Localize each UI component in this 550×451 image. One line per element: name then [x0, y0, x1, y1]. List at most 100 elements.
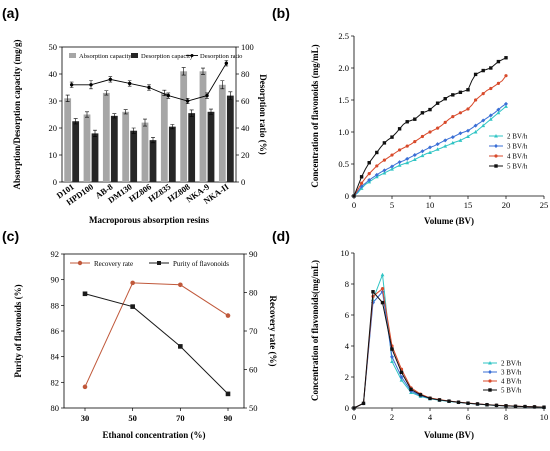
c-ytick-label: 82 — [51, 377, 60, 387]
b-series-point-3 — [481, 68, 485, 73]
a-bar-absorption — [122, 111, 130, 182]
d-ytick-label: 8 — [345, 279, 349, 289]
d-xtick-label: 0 — [352, 412, 356, 422]
b-ytick-label: 0 — [345, 191, 349, 201]
b-series-point-1 — [367, 178, 372, 182]
b-legend-marker-3 — [494, 164, 498, 168]
b-series-point-1 — [504, 101, 508, 106]
a-error-bar — [201, 67, 205, 75]
a-error-bar — [228, 91, 233, 100]
a-error-bar — [143, 118, 147, 127]
d-series-point-3 — [542, 405, 546, 409]
b-series-point-3 — [443, 97, 447, 101]
b-xtick-label: 15 — [464, 200, 473, 210]
b-ytick-label: 1.0 — [338, 127, 349, 137]
a-plot-frame — [61, 46, 237, 183]
b-series-point-1 — [412, 153, 417, 158]
a-ratio-point — [166, 93, 171, 98]
b-series-point-3 — [473, 72, 478, 77]
b-ytick-label: 2.0 — [338, 63, 349, 73]
b-series-point-1 — [473, 123, 478, 128]
a-bar-absorption — [218, 84, 226, 182]
a-bar-absorption — [141, 122, 149, 182]
d-series-point-0 — [399, 378, 404, 382]
c-purity-point — [82, 291, 88, 297]
a-bar-desorption — [91, 133, 99, 182]
d-legend-marker-3 — [488, 388, 492, 392]
b-series-point-2 — [474, 98, 478, 102]
b-series-point-1 — [420, 149, 425, 154]
a-error-bar — [170, 124, 175, 130]
d-series-point-3 — [456, 400, 461, 404]
a-ratio-point — [147, 85, 151, 90]
d-legend-label-0: 2 BV/h — [501, 360, 522, 368]
b-series-point-3 — [405, 120, 409, 124]
a-ytick-label: 20 — [49, 123, 58, 133]
b-series-point-0 — [473, 130, 478, 134]
b-series-point-2 — [413, 140, 417, 144]
d-series-point-0 — [380, 272, 385, 277]
b-series-point-2 — [466, 107, 470, 111]
b-series-point-2 — [496, 81, 500, 85]
b-series-point-1 — [382, 168, 387, 173]
b-series-point-2 — [436, 126, 440, 130]
d-ytick-label: 0 — [345, 403, 349, 413]
a-ytick-label: 40 — [49, 69, 58, 79]
b-series-point-0 — [496, 110, 501, 115]
a-y2tick-label: 20 — [241, 150, 250, 160]
d-series-point-3 — [399, 370, 404, 375]
d-series-point-3 — [466, 401, 470, 405]
b-series-point-1 — [443, 138, 448, 143]
a-ratio-point — [89, 83, 93, 87]
b-series-point-0 — [481, 123, 486, 128]
a-ytick-label: 0 — [53, 177, 57, 187]
a-bar-desorption — [149, 140, 157, 182]
a-error-bar — [112, 113, 117, 119]
a-ratio-point — [69, 83, 74, 87]
a-error-bar — [151, 137, 155, 144]
chart-c-ethanol: 80 82 84 86 88 90 92 50 60 70 80 90 30 50 70 90 Recovery… — [13, 249, 278, 440]
b-legend-label-2: 4 BV/h — [507, 153, 528, 161]
d-series-point-1 — [390, 354, 394, 359]
d-legend-label-2: 4 BV/h — [501, 378, 522, 386]
a-ytick-label: 30 — [49, 96, 58, 106]
d-xtick-label: 2 — [390, 412, 394, 422]
a-error-bar — [220, 80, 225, 90]
c-y-axis-title: Purity of flavonoids (%) — [13, 284, 23, 377]
b-series-point-3 — [496, 59, 501, 64]
a-error-bar — [73, 118, 78, 125]
b-xtick-label: 25 — [540, 200, 549, 210]
b-series-point-2 — [405, 144, 409, 148]
d-series-point-3 — [447, 399, 451, 403]
d-series-point-3 — [485, 403, 489, 407]
b-legend-label-0: 2 BV/h — [507, 133, 528, 141]
b-series-point-2 — [382, 158, 386, 162]
b-y-axis-title: Concentration of flavonoids (mg/mL) — [310, 44, 320, 187]
c-plot-frame — [63, 253, 245, 409]
c-y2tick-label: 50 — [249, 403, 258, 413]
c-ytick-label: 90 — [51, 275, 60, 285]
d-series-point-3 — [418, 393, 423, 397]
b-series-point-1 — [496, 107, 501, 112]
c-xtick-label: 70 — [176, 413, 185, 423]
c-ytick-label: 80 — [51, 403, 60, 413]
a-bar-desorption — [226, 95, 234, 182]
c-legend-marker-purity — [157, 261, 161, 265]
a-legend-swatch-absorption — [69, 53, 76, 58]
b-series-point-2 — [504, 74, 508, 78]
b-series-point-2 — [420, 134, 424, 139]
chart-d-elution-curves: 0 2 4 6 8 10 0 2 4 6 8 10 2 BV/h3 BV/h4 BV/h5 BV/h Vo… — [310, 248, 548, 440]
b-series-point-3 — [420, 111, 425, 115]
a-ratio-point — [185, 99, 190, 103]
b-series-point-3 — [367, 161, 371, 165]
b-series-point-0 — [488, 117, 493, 121]
b-series-point-0 — [428, 150, 432, 154]
c-xtick-label: 30 — [81, 413, 90, 423]
b-series-point-2 — [360, 181, 364, 185]
b-series-point-0 — [450, 140, 455, 145]
a-bar-absorption — [83, 114, 91, 182]
b-series-point-1 — [466, 128, 470, 133]
c-legend-marker-recovery — [77, 260, 83, 266]
c-legend-recovery: Recovery rate — [94, 260, 133, 268]
